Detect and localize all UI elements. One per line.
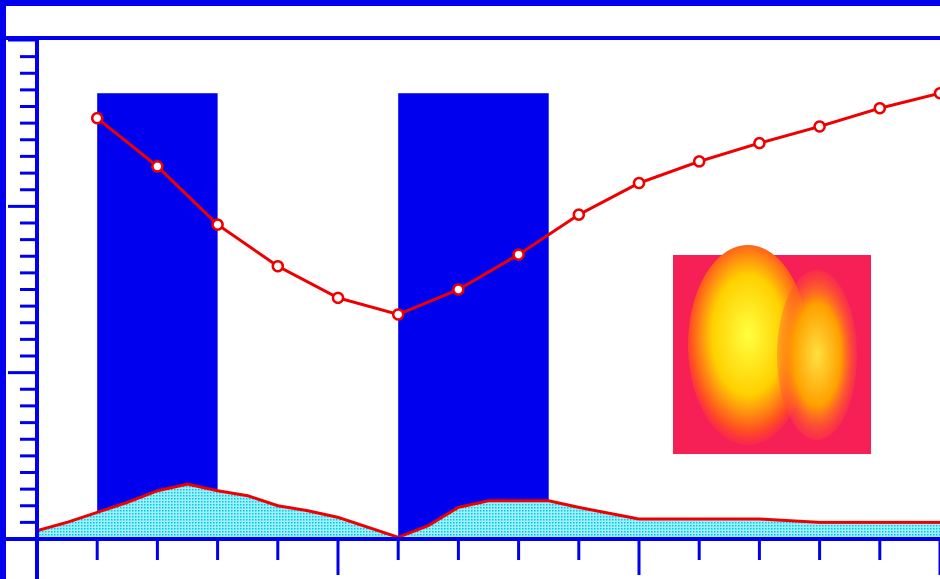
marker bbox=[92, 113, 102, 123]
heatmap-blob bbox=[777, 270, 857, 440]
marker bbox=[935, 88, 940, 98]
marker bbox=[333, 293, 343, 303]
band bbox=[97, 93, 217, 539]
marker bbox=[393, 309, 403, 319]
marker bbox=[815, 121, 825, 131]
title-bar bbox=[6, 6, 940, 36]
marker bbox=[514, 250, 524, 260]
marker bbox=[574, 210, 584, 220]
marker bbox=[273, 261, 283, 271]
heatmap-inset bbox=[673, 245, 871, 454]
marker bbox=[152, 161, 162, 171]
chart bbox=[0, 0, 940, 579]
marker bbox=[453, 285, 463, 295]
marker bbox=[875, 103, 885, 113]
marker bbox=[754, 138, 764, 148]
band bbox=[398, 93, 549, 539]
marker bbox=[694, 156, 704, 166]
marker bbox=[634, 178, 644, 188]
marker bbox=[213, 220, 223, 230]
